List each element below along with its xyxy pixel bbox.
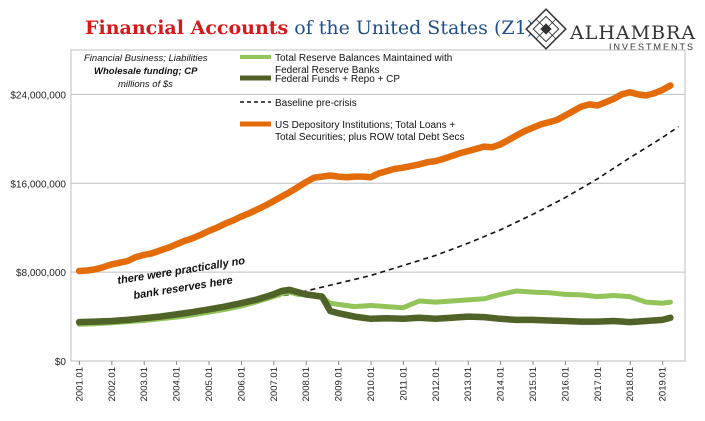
x-axis: 2001.01 2002.01 2003.01 2004.01 2005.01 2006.…	[74, 361, 669, 401]
x-tick-label: 2017.01	[593, 367, 604, 401]
x-tick-label: 2004.01	[172, 367, 183, 401]
x-tick-label: 2005.01	[204, 367, 215, 401]
y-tick-label: $16,000,000	[10, 179, 66, 190]
x-tick-label: 2015.01	[528, 367, 539, 401]
y-tick-label: $8,000,000	[16, 268, 66, 279]
chart-title: Financial Accounts of the United States (…	[85, 17, 534, 39]
series-line-orange	[75, 82, 674, 275]
company-logo: ALHAMBRA INVESTMENTS	[525, 8, 696, 52]
note-line-1: Financial Business; Liabilities	[84, 53, 208, 64]
x-tick-label: 2010.01	[366, 367, 377, 401]
series-line-dark-green	[75, 286, 674, 326]
legend-label-light-green-1: Total Reserve Balances Maintained with	[275, 53, 452, 64]
x-tick-label: 2013.01	[463, 367, 474, 401]
y-tick-label: $24,000,000	[10, 90, 66, 101]
chart-note: Financial Business; Liabilities Wholesal…	[84, 53, 208, 90]
grid-layer	[71, 93, 685, 273]
note-line-2: Wholesale funding; CP	[94, 66, 198, 77]
chart-title-rest: of the United States (Z1)	[294, 17, 534, 39]
legend-label-light-green-2: Federal Reserve Banks	[275, 65, 380, 76]
x-tick-label: 2018.01	[625, 367, 636, 401]
chart-title-red: Financial Accounts	[85, 17, 288, 39]
plot-area	[70, 49, 686, 362]
x-tick-label: 2014.01	[496, 367, 507, 401]
note-line-3: millions of $s	[118, 79, 173, 90]
chart-annotation: there were practically no bank reserves …	[117, 255, 247, 302]
legend-label-dark-green: Federal Funds + Repo + CP	[275, 74, 400, 85]
x-tick-label: 2016.01	[560, 367, 571, 401]
y-axis: $0 $8,000,000 $16,000,000 $24,000,000	[10, 90, 66, 368]
x-tick-label: 2007.01	[269, 367, 280, 401]
y-tick-label: $0	[55, 357, 67, 368]
x-tick-label: 2001.01	[74, 367, 85, 401]
legend-label-orange-2: Total Securities; plus ROW total Debt Se…	[275, 132, 465, 143]
x-tick-label: 2012.01	[431, 367, 442, 401]
legend-label-orange-1: US Depository Institutions; Total Loans …	[275, 120, 455, 131]
x-tick-label: 2009.01	[334, 367, 345, 401]
legend-label-dashed: Baseline pre-crisis	[275, 98, 357, 109]
logo-name: ALHAMBRA	[569, 22, 696, 44]
x-tick-label: 2008.01	[301, 367, 312, 401]
x-tick-label: 2002.01	[107, 367, 118, 401]
x-tick-label: 2019.01	[658, 367, 669, 401]
x-tick-label: 2003.01	[139, 367, 150, 401]
x-tick-label: 2011.01	[398, 367, 409, 401]
series-layer	[75, 82, 679, 327]
legend: Total Reserve Balances Maintained with F…	[240, 53, 465, 143]
x-tick-label: 2006.01	[236, 367, 247, 401]
logo-sub: INVESTMENTS	[609, 42, 695, 52]
